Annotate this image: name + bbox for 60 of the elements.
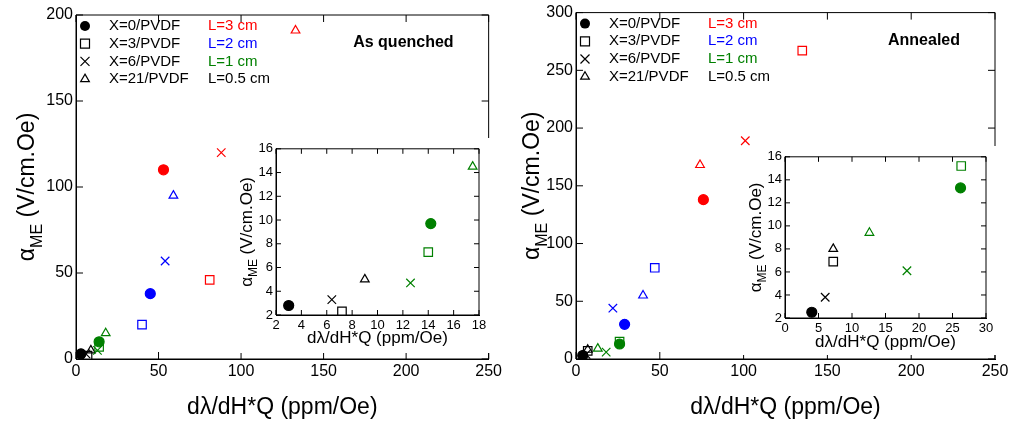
x-tick-label: 30 bbox=[978, 320, 994, 336]
legend-label: X=0/PVDF bbox=[609, 13, 681, 31]
x-tick-label: 50 bbox=[650, 362, 669, 380]
x-tick-label: 250 bbox=[475, 362, 503, 380]
x-tick-label: 18 bbox=[471, 317, 487, 333]
y-tick-label: 12 bbox=[767, 194, 782, 210]
y-tick-label: 10 bbox=[767, 217, 782, 233]
text: Annealed bbox=[887, 31, 960, 49]
legend-label: X=21/PVDF bbox=[609, 66, 689, 84]
legend-label: X=3/PVDF bbox=[109, 33, 181, 51]
y-tick-label: 14 bbox=[767, 171, 782, 187]
x-tick-label: 4 bbox=[297, 317, 305, 333]
legend-label: X=21/PVDF bbox=[109, 69, 189, 87]
legend-label: X=6/PVDF bbox=[609, 49, 681, 67]
y-tick-label: 12 bbox=[258, 187, 273, 203]
y-tick-label: 50 bbox=[555, 291, 574, 309]
annotation: L=1 cm bbox=[208, 51, 258, 69]
text: As quenched bbox=[353, 33, 454, 51]
annotation: L=3 cm bbox=[208, 16, 258, 34]
y-tick-label: 300 bbox=[546, 3, 574, 21]
annotation: L=1 cm bbox=[708, 49, 758, 67]
y-tick-label: 200 bbox=[46, 5, 74, 23]
y-tick-label: 8 bbox=[265, 235, 273, 251]
y-tick-label: 6 bbox=[774, 263, 782, 279]
x-axis-title: dλ/dH*Q (ppm/Oe) bbox=[690, 393, 881, 420]
annotation: L=3 cm bbox=[708, 13, 758, 31]
annotation: L=0.5 cm bbox=[708, 66, 771, 84]
x-tick-label: 50 bbox=[149, 362, 168, 380]
y-tick-label: 100 bbox=[46, 177, 74, 195]
x-tick-label: 250 bbox=[981, 362, 1009, 380]
x-axis-title: dλ/dH*Q (ppm/Oe) bbox=[187, 393, 378, 420]
y-tick-label: 6 bbox=[265, 259, 273, 275]
y-tick-label: 2 bbox=[265, 306, 273, 322]
y-tick-label: 10 bbox=[258, 211, 273, 227]
y-tick-label: 16 bbox=[258, 140, 273, 156]
x-tick-label: 200 bbox=[897, 362, 925, 380]
y-tick-label: 250 bbox=[546, 60, 574, 78]
x-tick-label: 150 bbox=[310, 362, 338, 380]
legend-label: X=3/PVDF bbox=[609, 31, 681, 49]
y-axis-title: αME (V/cm.Oe) bbox=[13, 112, 45, 262]
y-tick-label: 50 bbox=[55, 263, 74, 281]
annotation: L=2 cm bbox=[208, 33, 258, 51]
y-tick-label: 4 bbox=[265, 282, 273, 298]
y-tick-label: 16 bbox=[767, 148, 782, 164]
legend-label: X=6/PVDF bbox=[109, 51, 181, 69]
y-tick-label: 150 bbox=[46, 91, 74, 109]
x-tick-label: 150 bbox=[814, 362, 841, 380]
x-tick-label: 100 bbox=[227, 362, 255, 380]
x-tick-label: 16 bbox=[446, 317, 461, 333]
y-tick-label: 200 bbox=[546, 118, 574, 136]
x-tick-label: 200 bbox=[392, 362, 420, 380]
x-tick-label: 100 bbox=[730, 362, 758, 380]
legend-label: X=0/PVDF bbox=[109, 16, 181, 34]
y-tick-label: 150 bbox=[546, 176, 574, 194]
y-tick-label: 4 bbox=[774, 286, 782, 302]
annotation: L=2 cm bbox=[708, 31, 758, 49]
y-tick-label: 8 bbox=[774, 240, 782, 256]
y-tick-label: 14 bbox=[258, 164, 273, 180]
annotation: L=0.5 cm bbox=[208, 69, 271, 87]
x-tick-label: 12 bbox=[395, 317, 411, 333]
